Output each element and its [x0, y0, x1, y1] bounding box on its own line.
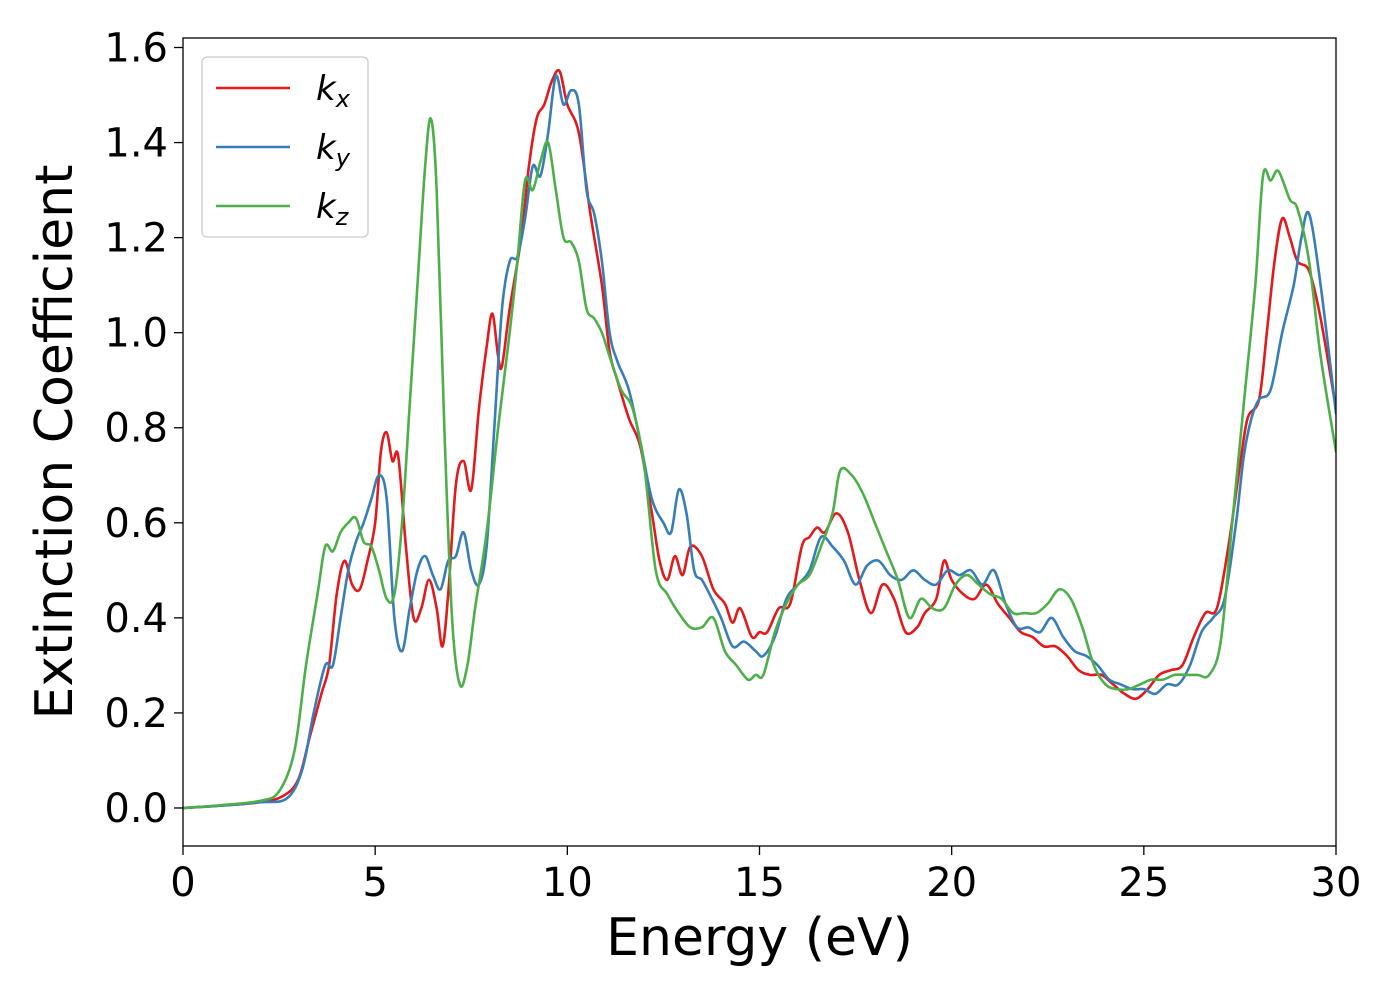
series-layer [183, 69, 1336, 810]
y-tick-label: 1.4 [104, 121, 168, 167]
y-tick-label: 1.6 [104, 26, 168, 72]
y-tick-label: 0.4 [104, 596, 168, 642]
x-tick-label: 25 [1118, 860, 1169, 906]
series-line-kz [183, 117, 1336, 810]
y-tick-label: 1.2 [104, 216, 168, 262]
y-tick-layer: 0.0 0.2 0.4 0.6 0.8 1.0 1.2 1.4 1.6 [104, 26, 183, 832]
x-tick-label: 5 [362, 860, 387, 906]
x-tick-label: 30 [1311, 860, 1362, 906]
y-tick-label: 0.0 [104, 786, 168, 832]
y-tick-label: 0.2 [104, 691, 168, 737]
x-tick-label: 10 [542, 860, 593, 906]
y-tick-label: 1.0 [104, 311, 168, 357]
x-axis-label: Energy (eV) [606, 908, 913, 968]
series-line-ky [183, 74, 1336, 810]
y-tick-label: 0.8 [104, 406, 168, 452]
y-axis-label: Extinction Coefficient [25, 165, 85, 720]
x-tick-label: 15 [734, 860, 785, 906]
legend-label-ky: ky [316, 128, 351, 172]
legend-label-kx: kx [316, 69, 351, 113]
x-tick-label: 0 [170, 860, 195, 906]
legend-label-kz: kz [316, 187, 350, 231]
x-tick-label: 20 [926, 860, 977, 906]
series-line-kx [183, 69, 1336, 810]
legend: kx ky kz [201, 56, 369, 238]
y-tick-label: 0.6 [104, 501, 168, 547]
x-tick-layer: 0 5 10 15 20 25 30 [170, 846, 1361, 906]
